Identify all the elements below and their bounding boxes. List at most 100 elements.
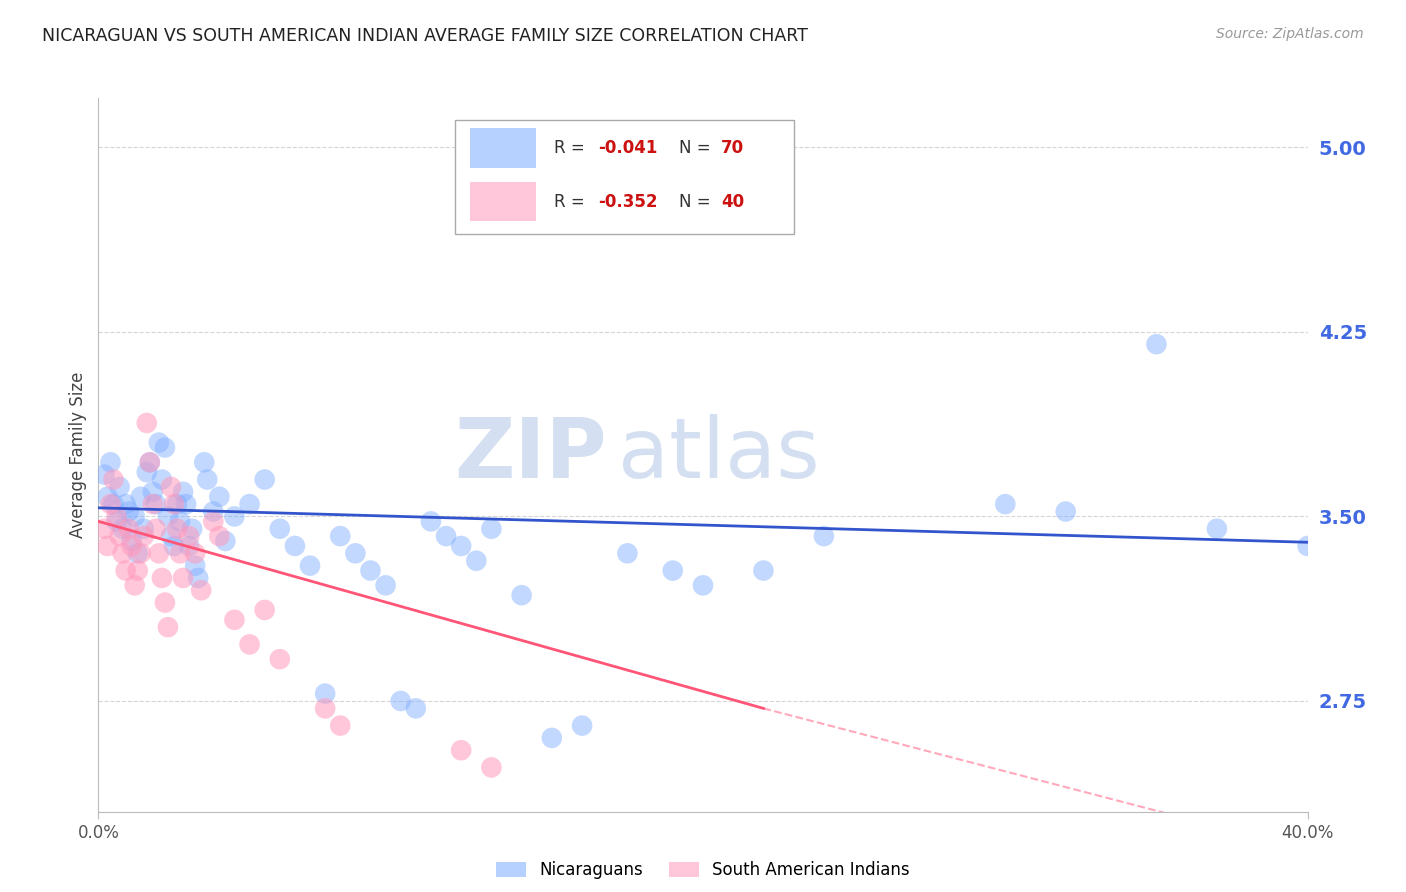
Point — [329, 718, 352, 732]
Point — [481, 760, 503, 774]
Legend: Nicaraguans, South American Indians: Nicaraguans, South American Indians — [489, 855, 917, 886]
Point — [124, 509, 146, 524]
Point — [202, 514, 225, 528]
Text: 40: 40 — [721, 193, 744, 211]
Point — [571, 718, 593, 732]
Point — [616, 546, 638, 560]
Point — [253, 603, 276, 617]
Point — [177, 539, 201, 553]
Point — [374, 578, 396, 592]
Text: ZIP: ZIP — [454, 415, 606, 495]
Point — [139, 455, 162, 469]
Point — [132, 522, 155, 536]
Point — [129, 490, 152, 504]
Point — [239, 637, 262, 651]
Point — [184, 546, 207, 560]
Point — [135, 416, 157, 430]
Point — [93, 467, 115, 482]
Point — [135, 465, 157, 479]
Point — [139, 455, 162, 469]
Point — [172, 484, 194, 499]
Point — [127, 546, 149, 560]
Text: Source: ZipAtlas.com: Source: ZipAtlas.com — [1216, 27, 1364, 41]
Point — [148, 546, 170, 560]
Point — [195, 473, 218, 487]
FancyBboxPatch shape — [470, 128, 536, 168]
Point — [160, 529, 183, 543]
Point — [96, 539, 118, 553]
Point — [540, 731, 562, 745]
Point — [118, 522, 141, 536]
Point — [166, 497, 188, 511]
Point — [156, 509, 179, 524]
Point — [187, 571, 209, 585]
Point — [150, 571, 173, 585]
Point — [181, 522, 204, 536]
Point — [450, 743, 472, 757]
Point — [100, 497, 122, 511]
Point — [239, 497, 262, 511]
Point — [405, 701, 427, 715]
Point — [145, 497, 167, 511]
FancyBboxPatch shape — [456, 120, 793, 234]
Point — [299, 558, 322, 573]
Point — [224, 613, 246, 627]
Point — [389, 694, 412, 708]
Text: R =: R = — [554, 139, 591, 157]
Point — [692, 578, 714, 592]
Point — [156, 620, 179, 634]
Text: atlas: atlas — [619, 415, 820, 495]
Point — [269, 522, 291, 536]
Point — [1296, 539, 1319, 553]
Point — [177, 529, 201, 543]
Point — [153, 596, 176, 610]
Point — [214, 534, 236, 549]
FancyBboxPatch shape — [470, 182, 536, 221]
Point — [127, 564, 149, 578]
Point — [344, 546, 367, 560]
Point — [419, 514, 441, 528]
Point — [202, 504, 225, 518]
Point — [481, 522, 503, 536]
Point — [166, 522, 188, 536]
Point — [142, 484, 165, 499]
Point — [124, 578, 146, 592]
Point — [114, 497, 136, 511]
Point — [105, 514, 128, 528]
Point — [114, 564, 136, 578]
Point — [465, 554, 488, 568]
Point — [160, 480, 183, 494]
Text: -0.352: -0.352 — [598, 193, 657, 211]
Text: -0.041: -0.041 — [598, 139, 657, 157]
Point — [169, 546, 191, 560]
Point — [661, 564, 683, 578]
Point — [193, 455, 215, 469]
Point — [314, 687, 336, 701]
Point — [752, 564, 775, 578]
Point — [129, 546, 152, 560]
Point — [163, 497, 186, 511]
Point — [153, 441, 176, 455]
Point — [269, 652, 291, 666]
Point — [132, 529, 155, 543]
Point — [150, 473, 173, 487]
Point — [169, 514, 191, 528]
Point — [105, 509, 128, 524]
Point — [224, 509, 246, 524]
Point — [172, 571, 194, 585]
Point — [108, 529, 131, 543]
Point — [284, 539, 307, 553]
Point — [360, 564, 382, 578]
Point — [103, 473, 125, 487]
Point — [190, 583, 212, 598]
Point — [434, 529, 457, 543]
Point — [813, 529, 835, 543]
Point — [1054, 504, 1077, 518]
Point — [148, 435, 170, 450]
Text: R =: R = — [554, 193, 591, 211]
Text: N =: N = — [679, 139, 716, 157]
Point — [111, 546, 134, 560]
Point — [103, 497, 125, 511]
Point — [96, 490, 118, 504]
Point — [121, 534, 143, 549]
